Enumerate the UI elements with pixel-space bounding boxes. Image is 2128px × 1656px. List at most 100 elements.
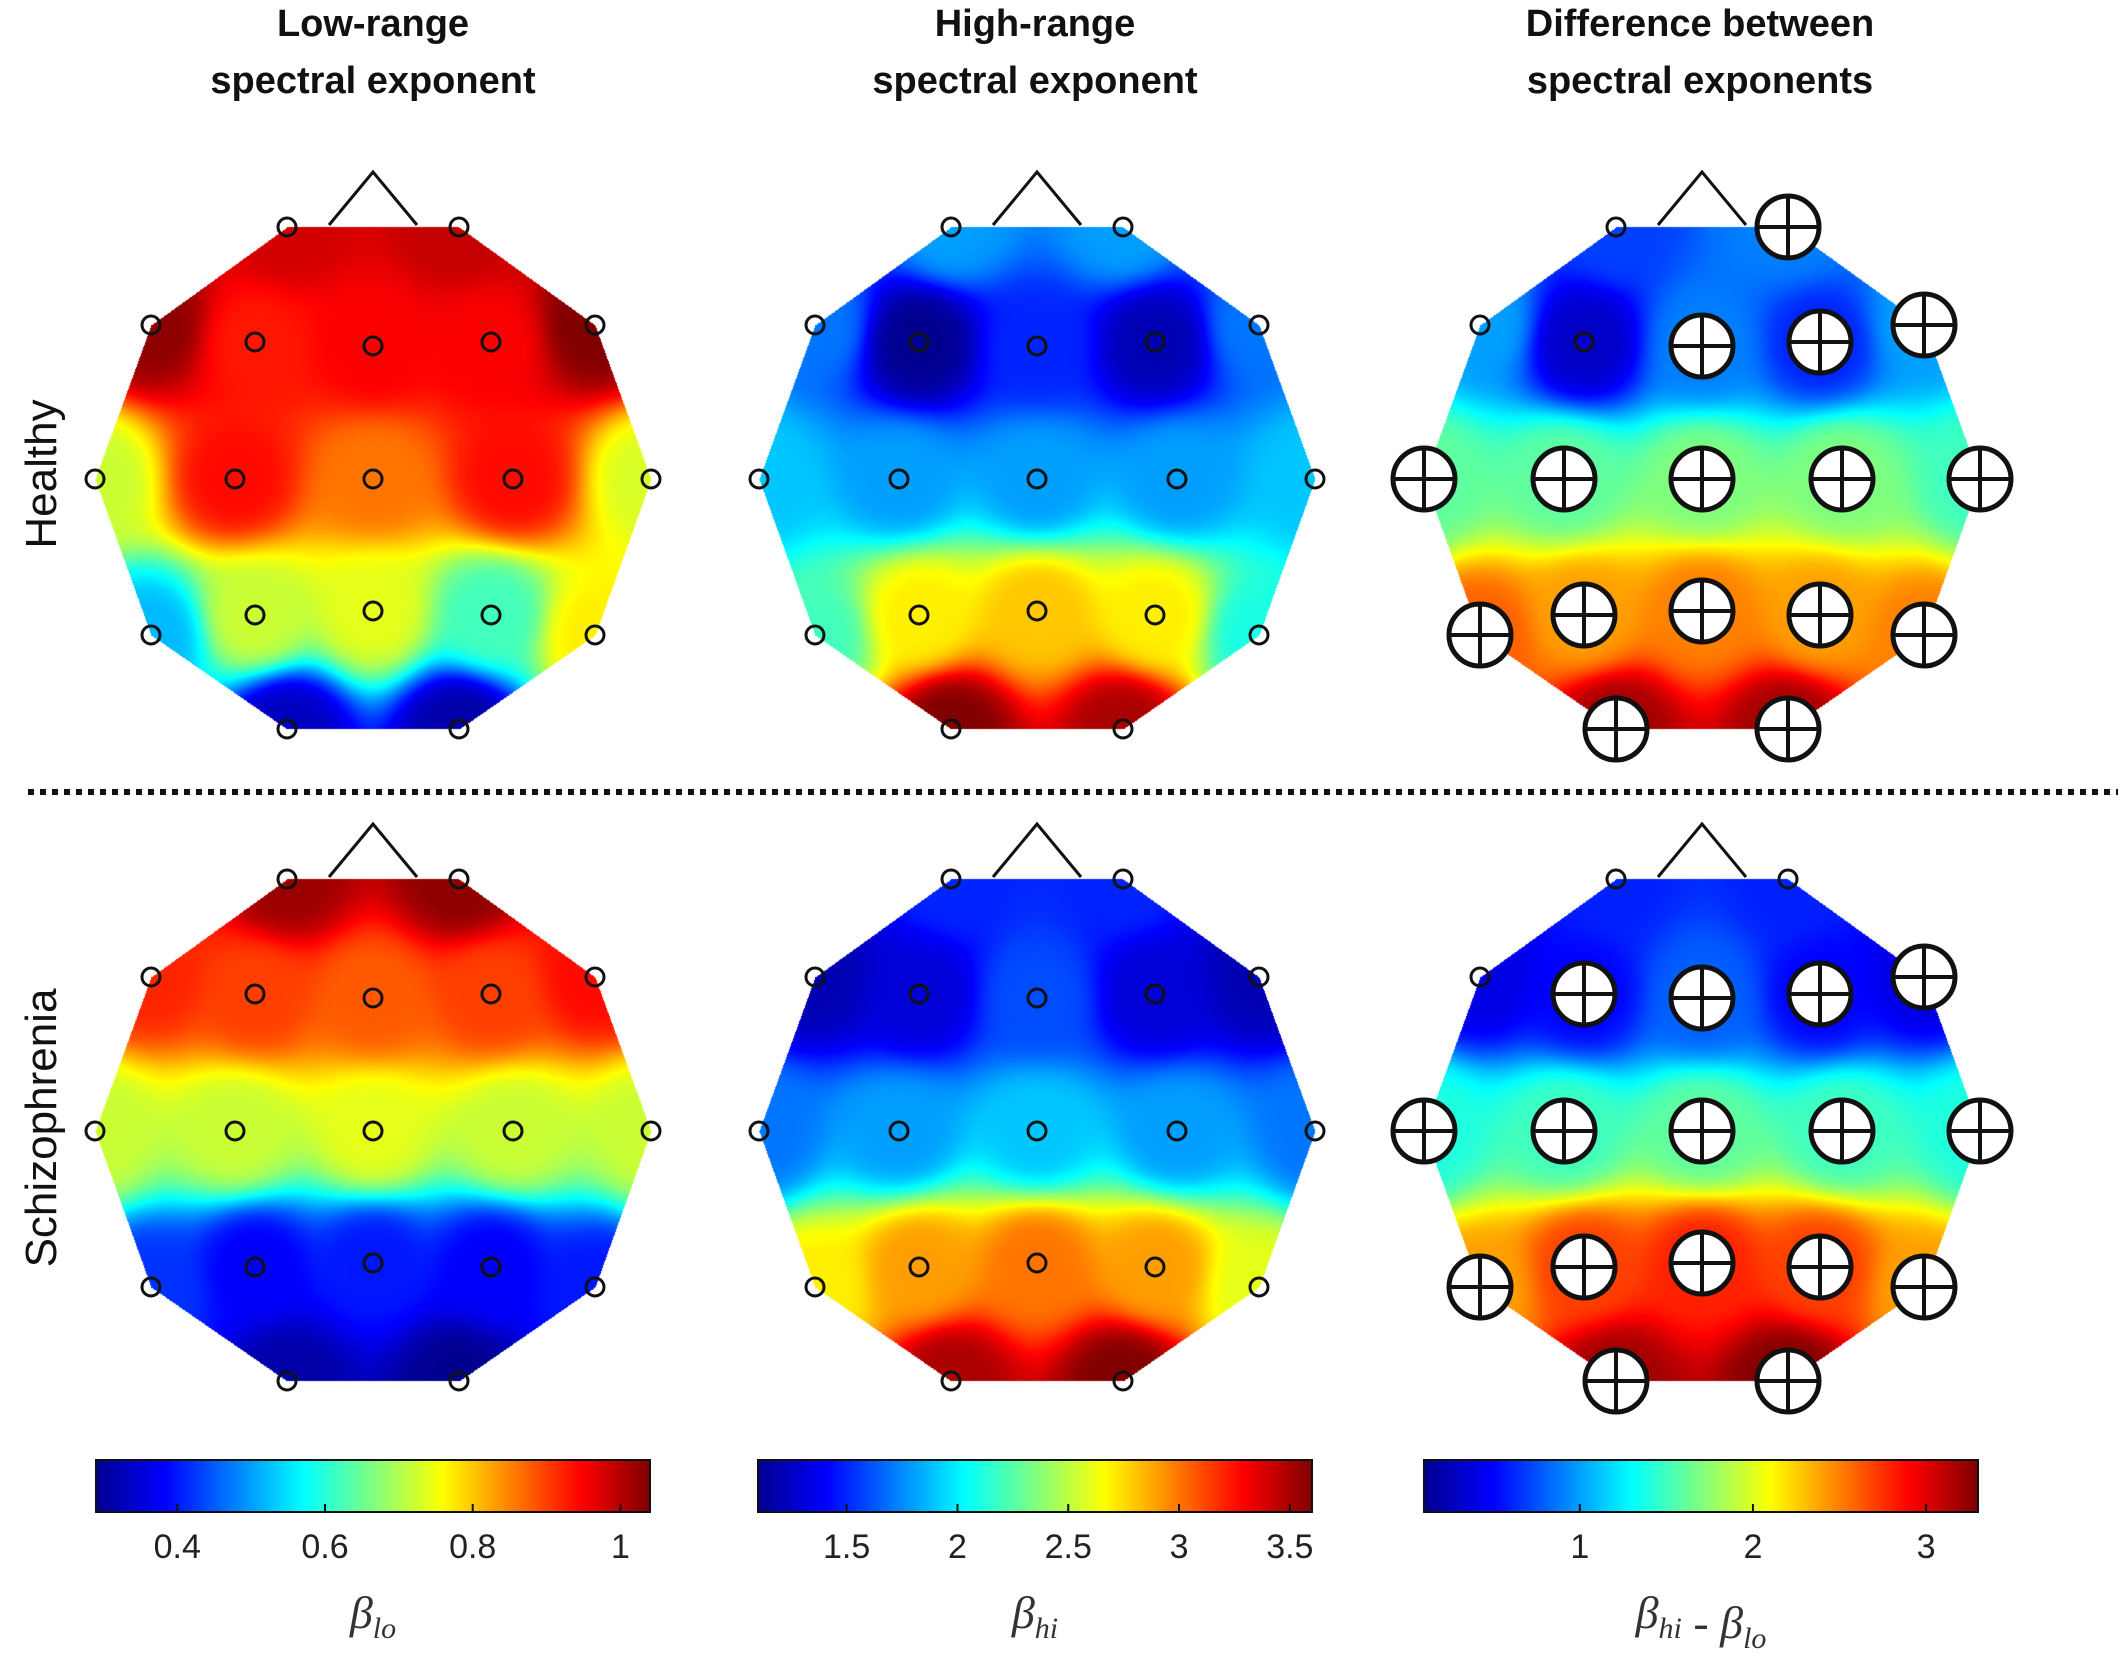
significant-electrode-c3 [1530,1097,1598,1165]
colorbar-tick-label: 1 [611,1528,630,1566]
significant-electrode-t3 [1390,445,1458,513]
colorbar-tick-label: 0.4 [154,1528,201,1566]
electrode-c4 [1166,1120,1188,1142]
electrode-f7 [1469,966,1491,988]
electrode-t6 [1248,1276,1270,1298]
electrode-t6 [584,1276,606,1298]
topomap-healthy-3 [1390,169,2014,763]
electrode-t6 [584,624,606,646]
electrode-t4 [640,1120,662,1142]
electrode-f8 [584,966,606,988]
electrode-p4 [1144,604,1166,626]
electrode-fp2 [448,868,470,890]
significant-electrode-t4 [1946,1097,2014,1165]
significant-electrode-o2 [1754,1347,1822,1415]
colorbar-tick-label: 3 [1170,1528,1189,1566]
column-title-1-line-1: Low-range [277,3,469,45]
column-title-1: Low-range spectral exponent [210,3,536,102]
column-title-2-line-2: spectral exponent [872,60,1198,102]
electrode-f3 [908,331,930,353]
electrode-c3 [224,468,246,490]
electrode-p4 [480,1256,502,1278]
significant-electrode-c4 [1808,445,1876,513]
topomap-schizophrenia-1 [73,821,673,1401]
electrode-f3 [244,983,266,1005]
electrode-p3 [908,604,930,626]
electrode-o1 [940,718,962,740]
electrode-fz [362,335,384,357]
topomap-surface [73,209,673,749]
colorbar-tick-label: 1 [1570,1528,1589,1566]
significant-electrode-p4 [1786,581,1854,649]
electrode-o1 [276,718,298,740]
topomap-grid [73,169,2014,1415]
significant-electrode-cz [1668,1097,1736,1165]
electrode-o2 [1112,718,1134,740]
nose-marker [1656,821,1748,878]
colorbar-tick-label: 2 [1743,1528,1762,1566]
column-title-3-line-2: spectral exponents [1527,60,1873,102]
topomap-surface [73,861,673,1401]
electrode-f8 [1248,966,1270,988]
topomap-healthy-2 [737,169,1337,749]
electrode-p3 [908,1256,930,1278]
electrode-o2 [448,718,470,740]
electrode-f7 [804,966,826,988]
topomap-schizophrenia-2 [737,821,1337,1401]
electrode-p3 [244,604,266,626]
colorbar-label: βhi [1011,1587,1058,1645]
electrode-pz [362,600,384,622]
electrode-pz [1026,600,1048,622]
colorbar-gradient [757,1459,1313,1513]
colorbar-tick-label: 2.5 [1045,1528,1092,1566]
significant-electrode-p3 [1550,581,1618,649]
electrode-o2 [1112,1370,1134,1392]
colorbar-tick-label: 0.8 [449,1528,496,1566]
significant-electrode-t6 [1890,1253,1958,1321]
electrode-c4 [502,1120,524,1142]
nose-marker [991,169,1083,226]
electrode-f4 [480,983,502,1005]
significant-electrode-f8 [1890,291,1958,359]
electrode-f3 [908,983,930,1005]
electrode-fp2 [1777,868,1799,890]
colorbar-2: 1.5 2 2.5 3 3.5 βhi [757,1459,1313,1645]
column-title-3-line-1: Difference between [1526,3,1874,45]
electrode-fp2 [448,216,470,238]
electrode-fz [1026,335,1048,357]
electrode-f4 [480,331,502,353]
electrode-t3 [84,1120,106,1142]
colorbar-tick-label: 2 [948,1528,967,1566]
electrode-o2 [448,1370,470,1392]
electrode-c4 [502,468,524,490]
colorbar-gradient [95,1459,651,1513]
topomap-surface [737,209,1337,749]
column-title-1-line-2: spectral exponent [210,60,536,102]
colorbar-gradient [1423,1459,1979,1513]
colorbar-tick-label: 3 [1917,1528,1936,1566]
electrode-fp1 [1605,216,1627,238]
nose-marker [327,821,419,878]
topomap-healthy-1 [73,169,673,749]
significant-electrode-fz [1668,964,1736,1032]
electrode-c3 [888,1120,910,1142]
colorbar-3: 1 2 3 βhi - βlo [1423,1459,1979,1655]
column-title-2-line-1: High-range [935,3,1136,45]
electrode-fp1 [1605,868,1627,890]
significant-electrode-f3 [1550,960,1618,1028]
significant-electrode-fz [1668,312,1736,380]
electrode-f3 [244,331,266,353]
colorbar-label: βlo [349,1587,396,1645]
nose-marker [1656,169,1748,226]
electrode-f4 [1144,331,1166,353]
significant-electrode-cz [1668,445,1736,513]
electrode-t5 [804,1276,826,1298]
significant-electrode-t5 [1446,601,1514,669]
electrode-fp1 [276,216,298,238]
row-label-schizophrenia: Schizophrenia [17,988,66,1267]
significant-electrode-pz [1668,577,1736,645]
nose-marker [991,821,1083,878]
column-title-3: Difference between spectral exponents [1526,3,1874,102]
significant-electrode-t5 [1446,1253,1514,1321]
significant-electrode-p3 [1550,1233,1618,1301]
